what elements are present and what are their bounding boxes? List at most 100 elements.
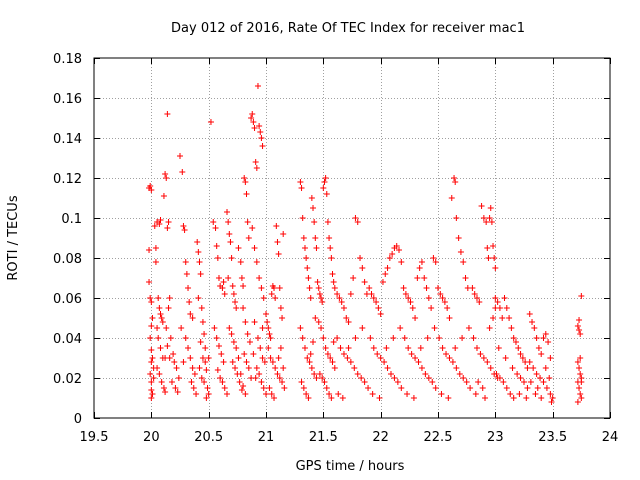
data-point — [148, 323, 155, 329]
data-point — [303, 391, 310, 397]
x-tick-label: 19.5 — [80, 430, 109, 445]
data-point — [524, 385, 531, 391]
data-point — [337, 345, 344, 351]
data-point — [381, 359, 388, 365]
data-point — [277, 305, 284, 311]
data-point — [517, 351, 524, 357]
data-point — [382, 271, 389, 277]
data-point — [172, 385, 179, 391]
data-point — [254, 83, 261, 89]
data-point — [484, 359, 491, 365]
y-tick-label: 0.04 — [53, 332, 82, 347]
data-point — [183, 271, 190, 277]
data-point — [182, 335, 189, 341]
data-point — [329, 271, 336, 277]
data-point — [198, 375, 205, 381]
data-point — [311, 219, 318, 225]
data-point — [389, 251, 396, 257]
data-point — [149, 391, 156, 397]
data-point — [221, 291, 228, 297]
data-point — [328, 395, 335, 401]
data-point — [238, 387, 245, 393]
data-point — [486, 215, 493, 221]
data-point — [493, 371, 500, 377]
data-point — [203, 395, 210, 401]
data-point — [202, 359, 209, 365]
data-point — [251, 245, 258, 251]
data-point — [480, 215, 487, 221]
data-point — [514, 371, 521, 377]
data-point — [272, 365, 279, 371]
axis-ticks — [94, 58, 611, 419]
data-point — [487, 205, 494, 211]
data-point — [280, 365, 287, 371]
data-point — [266, 385, 273, 391]
plot-frame — [93, 57, 611, 419]
data-point — [164, 343, 171, 349]
data-point — [187, 355, 194, 361]
data-point — [547, 391, 554, 397]
data-point — [274, 371, 281, 377]
data-point — [180, 223, 187, 229]
data-point — [237, 259, 244, 265]
data-point — [300, 385, 307, 391]
data-point — [210, 219, 217, 225]
data-point — [171, 359, 178, 365]
data-point — [500, 379, 507, 385]
data-point — [425, 375, 432, 381]
data-point — [240, 283, 247, 289]
data-point — [577, 371, 584, 377]
data-point — [242, 391, 249, 397]
tick-labels: 19.5 20 20.5 21 21.5 22 22.5 23 23.5 24 0 0.02 0.04 0… — [53, 52, 618, 445]
data-point — [415, 359, 422, 365]
data-point — [441, 299, 448, 305]
data-point — [361, 379, 368, 385]
data-point — [455, 235, 462, 241]
data-point — [267, 355, 274, 361]
data-point — [436, 335, 443, 341]
data-point — [232, 365, 239, 371]
data-point — [243, 359, 250, 365]
data-point — [424, 335, 431, 341]
data-point — [273, 223, 280, 229]
data-point — [322, 175, 329, 181]
data-point — [148, 387, 155, 393]
data-point — [576, 327, 583, 333]
data-point — [215, 275, 222, 281]
data-point — [147, 335, 154, 341]
data-point — [148, 347, 155, 353]
data-point — [229, 359, 236, 365]
data-point — [530, 365, 537, 371]
data-point — [258, 285, 265, 291]
data-point — [193, 391, 200, 397]
data-point — [443, 351, 450, 357]
data-point — [263, 391, 269, 397]
data-point — [305, 275, 312, 281]
data-point — [151, 223, 158, 229]
data-point — [152, 259, 159, 265]
data-point — [305, 395, 312, 401]
data-point — [394, 379, 401, 385]
data-point — [177, 153, 183, 159]
data-point — [201, 331, 208, 337]
data-point — [318, 325, 325, 331]
data-point — [174, 389, 181, 395]
data-point — [229, 283, 236, 289]
data-point — [154, 365, 161, 371]
data-point — [256, 371, 263, 377]
data-point — [252, 159, 259, 165]
data-point — [340, 351, 347, 357]
data-point — [548, 399, 555, 405]
data-point — [340, 305, 347, 311]
data-point — [398, 385, 405, 391]
data-point — [221, 385, 228, 391]
data-point — [352, 215, 359, 221]
data-point — [350, 275, 357, 281]
data-point — [345, 345, 352, 351]
data-point — [370, 295, 377, 301]
data-point — [535, 345, 542, 351]
data-point — [180, 359, 187, 365]
data-point — [230, 291, 237, 297]
data-point — [326, 391, 333, 397]
